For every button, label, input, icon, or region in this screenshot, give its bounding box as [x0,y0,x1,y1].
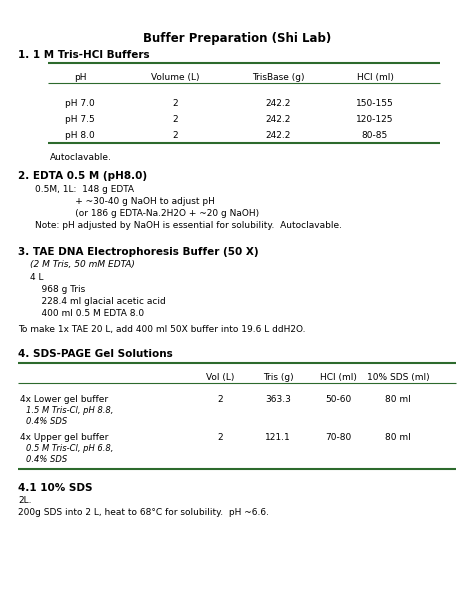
Text: 4x Lower gel buffer: 4x Lower gel buffer [20,395,108,404]
Text: 2. EDTA 0.5 M (pH8.0): 2. EDTA 0.5 M (pH8.0) [18,171,147,181]
Text: 4.1 10% SDS: 4.1 10% SDS [18,483,92,493]
Text: 968 g Tris: 968 g Tris [30,285,85,294]
Text: 242.2: 242.2 [265,131,291,140]
Text: 4 L: 4 L [30,273,44,282]
Text: 1. 1 M Tris-HCl Buffers: 1. 1 M Tris-HCl Buffers [18,50,150,60]
Text: + ~30-40 g NaOH to adjust pH: + ~30-40 g NaOH to adjust pH [35,197,215,206]
Text: pH 8.0: pH 8.0 [65,131,95,140]
Text: 2L.: 2L. [18,496,31,505]
Text: To make 1x TAE 20 L, add 400 ml 50X buffer into 19.6 L ddH2O.: To make 1x TAE 20 L, add 400 ml 50X buff… [18,325,306,334]
Text: 242.2: 242.2 [265,115,291,124]
Text: 0.4% SDS: 0.4% SDS [26,455,67,464]
Text: 3. TAE DNA Electrophoresis Buffer (50 X): 3. TAE DNA Electrophoresis Buffer (50 X) [18,247,259,257]
Text: TrisBase (g): TrisBase (g) [252,73,304,82]
Text: 4. SDS-PAGE Gel Solutions: 4. SDS-PAGE Gel Solutions [18,349,173,359]
Text: 363.3: 363.3 [265,395,291,404]
Text: Autoclavable.: Autoclavable. [50,153,112,162]
Text: 50-60: 50-60 [325,395,351,404]
Text: Vol (L): Vol (L) [206,373,234,382]
Text: (2 M Tris, 50 mM EDTA): (2 M Tris, 50 mM EDTA) [30,260,135,269]
Text: 2: 2 [172,99,178,108]
Text: pH: pH [74,73,86,82]
Text: 121.1: 121.1 [265,433,291,442]
Text: HCl (ml): HCl (ml) [319,373,356,382]
Text: HCl (ml): HCl (ml) [356,73,393,82]
Text: 80-85: 80-85 [362,131,388,140]
Text: pH 7.0: pH 7.0 [65,99,95,108]
Text: pH 7.5: pH 7.5 [65,115,95,124]
Text: (or 186 g EDTA-Na.2H2O + ~20 g NaOH): (or 186 g EDTA-Na.2H2O + ~20 g NaOH) [35,209,259,218]
Text: 10% SDS (ml): 10% SDS (ml) [367,373,429,382]
Text: 80 ml: 80 ml [385,433,411,442]
Text: 0.5 M Tris-Cl, pH 6.8,: 0.5 M Tris-Cl, pH 6.8, [26,444,113,453]
Text: 80 ml: 80 ml [385,395,411,404]
Text: 228.4 ml glacial acetic acid: 228.4 ml glacial acetic acid [30,297,166,306]
Text: 0.4% SDS: 0.4% SDS [26,417,67,426]
Text: 1.5 M Tris-Cl, pH 8.8,: 1.5 M Tris-Cl, pH 8.8, [26,406,113,415]
Text: 400 ml 0.5 M EDTA 8.0: 400 ml 0.5 M EDTA 8.0 [30,309,144,318]
Text: 2: 2 [172,115,178,124]
Text: 242.2: 242.2 [265,99,291,108]
Text: 120-125: 120-125 [356,115,394,124]
Text: 4x Upper gel buffer: 4x Upper gel buffer [20,433,109,442]
Text: 2: 2 [172,131,178,140]
Text: 0.5M, 1L:  148 g EDTA: 0.5M, 1L: 148 g EDTA [35,185,134,194]
Text: Note: pH adjusted by NaOH is essential for solubility.  Autoclavable.: Note: pH adjusted by NaOH is essential f… [35,221,342,230]
Text: 200g SDS into 2 L, heat to 68°C for solubility.  pH ~6.6.: 200g SDS into 2 L, heat to 68°C for solu… [18,508,269,517]
Text: 150-155: 150-155 [356,99,394,108]
Text: 2: 2 [217,433,223,442]
Text: Buffer Preparation (Shi Lab): Buffer Preparation (Shi Lab) [143,32,331,45]
Text: 2: 2 [217,395,223,404]
Text: Tris (g): Tris (g) [263,373,293,382]
Text: Volume (L): Volume (L) [151,73,199,82]
Text: 70-80: 70-80 [325,433,351,442]
